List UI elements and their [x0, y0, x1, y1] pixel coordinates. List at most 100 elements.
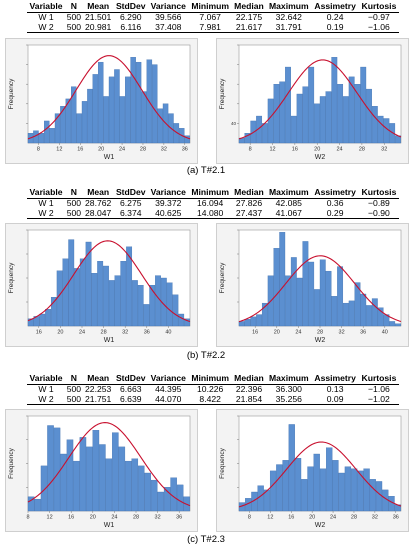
table-row: W 1 500 22.253 6.663 44.395 10.226 22.39…	[27, 384, 399, 395]
histogram-bar	[307, 466, 314, 512]
histogram-bar	[137, 285, 144, 327]
histogram-bar	[91, 273, 98, 327]
col-header: Variable	[27, 1, 66, 13]
x-tick-label: 20	[309, 515, 315, 521]
table-cell: 21.751	[82, 394, 114, 405]
col-header: StdDev	[113, 1, 148, 13]
x-axis-label: W1	[104, 154, 115, 161]
histogram-bar	[74, 268, 80, 327]
histogram-bar	[256, 314, 263, 327]
x-tick-label: 20	[314, 147, 320, 153]
histogram-bar	[350, 468, 358, 512]
x-tick-label: 28	[140, 147, 146, 153]
col-header: Assimetry	[311, 1, 359, 13]
x-tick-label: 32	[381, 147, 387, 153]
table-cell: 500	[66, 384, 82, 394]
histogram-bar	[76, 113, 82, 144]
histogram-bar	[114, 69, 120, 144]
histogram-bar	[103, 96, 109, 144]
x-tick-label: 36	[393, 515, 399, 521]
histogram-figure: 16 20 24 28 32 36 40 W1 Frequency	[5, 223, 198, 347]
histogram-bar	[250, 316, 257, 327]
table-row: W 1 500 28.762 6.275 39.372 16.094 27.82…	[27, 198, 399, 209]
histogram-bar	[92, 430, 100, 512]
histogram-bar	[126, 246, 133, 327]
x-tick-label: 12	[47, 515, 53, 521]
histogram-bar	[150, 479, 158, 512]
histogram-bar	[238, 321, 245, 327]
histogram-bar	[119, 96, 126, 144]
histogram-chart: 8 12 16 20 24 28 32 36 W2 Frequency	[219, 415, 402, 529]
x-tick-label: 20	[90, 515, 96, 521]
table-cell: 500	[65, 21, 83, 33]
x-tick-label: 16	[68, 515, 74, 521]
x-tick-label: 16	[36, 330, 42, 336]
x-tick-label: 36	[176, 515, 182, 521]
histogram-bar	[308, 261, 315, 327]
histogram-bar	[354, 84, 361, 144]
x-tick-label: 32	[161, 147, 167, 153]
col-header: Variance	[147, 373, 189, 385]
col-header: N	[65, 1, 83, 13]
table-cell: 6.639	[113, 394, 148, 405]
histogram-bar	[112, 432, 119, 512]
x-tick-label: 8	[249, 147, 252, 153]
x-tick-label: 16	[288, 515, 294, 521]
col-header: Maximum	[266, 1, 312, 13]
histogram-bar	[81, 101, 88, 144]
x-axis-label: W1	[104, 337, 115, 344]
table-cell: 21.617	[231, 22, 267, 33]
x-tick-label: 12	[267, 515, 273, 521]
histogram-bar	[288, 424, 295, 512]
y-tick-label: 40	[231, 121, 237, 126]
histogram-bar	[92, 74, 99, 144]
table-cell: 0.36	[326, 198, 344, 208]
histogram-figure: 8 12 16 20 24 28 32 36 W2 Frequency	[216, 409, 409, 532]
x-tick-label: 8	[37, 147, 40, 153]
histogram-bar	[131, 458, 139, 512]
histogram-bar	[125, 76, 131, 144]
table-cell: 6.290	[120, 12, 142, 22]
histogram-bar	[285, 275, 291, 327]
histogram-bar	[87, 88, 93, 144]
histogram-bar	[98, 61, 104, 144]
histogram-bar	[296, 277, 303, 327]
histogram-bar	[276, 464, 283, 512]
histogram-bar	[348, 76, 355, 144]
histogram-bar	[108, 280, 115, 327]
table-cell: 28.762	[85, 198, 112, 208]
table-cell: W 2	[27, 208, 66, 219]
histogram-bar	[338, 472, 345, 512]
col-header: Variable	[27, 373, 66, 385]
histogram-bar	[371, 298, 378, 327]
table-cell: 22.396	[235, 384, 263, 394]
histogram-bar	[65, 98, 72, 144]
histogram-bar	[302, 86, 309, 144]
histogram-bar	[256, 115, 263, 144]
table-cell: 21.854	[231, 394, 267, 405]
histogram-bar	[125, 460, 132, 512]
histogram-bar	[377, 115, 384, 144]
table-cell: 20.981	[82, 22, 114, 33]
table-cell: −1.06	[368, 384, 390, 394]
x-tick-label: 28	[133, 515, 139, 521]
table-cell: −0.89	[368, 198, 390, 208]
histogram-bar	[71, 86, 77, 144]
stats-table-b: Variable N Mean StdDev Variance Minimum …	[27, 187, 399, 219]
col-header: StdDev	[113, 373, 148, 385]
histogram-bar	[360, 293, 367, 327]
histogram-bar	[99, 444, 106, 512]
histogram-bar	[279, 81, 286, 144]
histogram-figure: 8 12 16 20 24 28 32 36 W1 Frequency	[5, 38, 198, 164]
table-cell: 32.642	[275, 12, 302, 22]
histogram-bar	[308, 66, 315, 144]
table-cell: 0.29	[311, 208, 359, 219]
histogram-bar	[290, 257, 297, 327]
table-cell: 22.175	[235, 12, 263, 22]
histogram-bar	[377, 307, 384, 327]
histogram-bar	[301, 479, 308, 512]
table-row: W 2 500 28.047 6.374 40.625 14.080 27.43…	[27, 208, 399, 219]
table-row: W 2 500 21.751 6.639 44.070 8.422 21.854…	[27, 394, 399, 405]
histogram-bar	[157, 491, 164, 512]
x-tick-label: 28	[101, 330, 107, 336]
